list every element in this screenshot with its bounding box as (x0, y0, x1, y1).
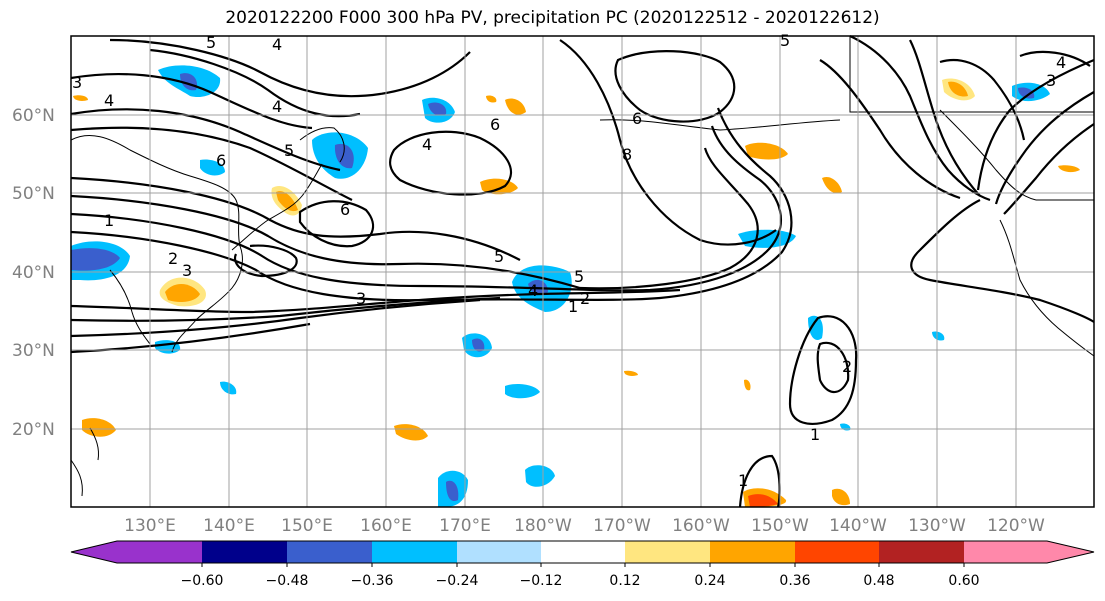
colorbar-segment (457, 541, 541, 563)
colorbar-tick-label: −0.12 (520, 573, 563, 589)
coastlines (70, 36, 1095, 497)
contour-label: 3 (356, 289, 366, 308)
colorbar-segment (287, 541, 372, 563)
colorbar-tick-label: 0.36 (779, 573, 810, 589)
contour-label: 5 (284, 141, 294, 160)
contour-label: 4 (272, 35, 282, 54)
precip-positive-shading (73, 78, 1080, 507)
lon-label: 150°W (751, 516, 809, 536)
lon-label: 140°W (829, 516, 887, 536)
colorbar-segment (879, 541, 964, 563)
colorbar-tick-label: −0.48 (266, 573, 309, 589)
lat-label: 60°N (12, 106, 55, 126)
latitude-labels: 60°N 50°N 40°N 30°N 20°N (12, 106, 55, 440)
lat-label: 30°N (12, 341, 55, 361)
lon-label: 150°E (281, 516, 333, 536)
contour-label: 4 (422, 135, 432, 154)
colorbar-segment (710, 541, 795, 563)
contour-label: 2 (168, 249, 178, 268)
lat-label: 50°N (12, 184, 55, 204)
lat-label: 40°N (12, 263, 55, 283)
pv-contours (70, 35, 1095, 508)
contour-label: 5 (574, 267, 584, 286)
contour-label: 8 (622, 145, 632, 164)
colorbar-segment (964, 541, 1047, 563)
lon-label: 170°W (593, 516, 651, 536)
colorbar-tick-label: 0.24 (694, 573, 725, 589)
colorbar-tick-label: 0.48 (863, 573, 894, 589)
colorbar-segment (1047, 541, 1094, 563)
contour-label: 4 (528, 281, 538, 300)
longitude-labels: 130°E 140°E 150°E 160°E 170°E 180°W 170°… (124, 516, 1045, 536)
lon-label: 120°W (987, 516, 1045, 536)
contour-label: 2 (842, 357, 852, 376)
colorbar-segment (795, 541, 879, 563)
contour-label: 4 (104, 91, 114, 110)
colorbar-tick-label: 0.60 (948, 573, 979, 589)
lon-label: 170°E (439, 516, 491, 536)
colorbar-segment (541, 541, 625, 563)
colorbar-tick-label: −0.36 (351, 573, 394, 589)
lon-label: 130°E (124, 516, 176, 536)
precip-negative-shading (71, 65, 1050, 507)
contour-label: 6 (490, 115, 500, 134)
colorbar-segment (71, 541, 117, 563)
contour-label: 1 (810, 425, 820, 444)
contour-label: 3 (1046, 71, 1056, 90)
contour-label: 5 (780, 31, 790, 50)
colorbar: −0.60 −0.48 −0.36 −0.24 −0.12 0.12 0.24 … (70, 540, 1095, 589)
contour-label: 4 (272, 97, 282, 116)
contour-label: 6 (340, 200, 350, 219)
colorbar-segment (117, 541, 202, 563)
contour-label: 6 (216, 151, 226, 170)
colorbar-outline (70, 540, 1095, 564)
lon-label: 160°W (672, 516, 730, 536)
colorbar-segment (202, 541, 287, 563)
graticule (71, 36, 1094, 507)
colorbar-tick-label: −0.24 (436, 573, 479, 589)
contour-label: 2 (580, 289, 590, 308)
lon-label: 140°E (203, 516, 255, 536)
colorbar-segment (625, 541, 710, 563)
lon-label: 130°W (908, 516, 966, 536)
colorbar-segment (372, 541, 457, 563)
lon-label: 180°W (514, 516, 572, 536)
contour-label: 3 (182, 261, 192, 280)
contour-label: 5 (494, 247, 504, 266)
contour-labels: 5 4 3 4 4 5 6 4 6 1 6 2 3 3 6 8 5 4 5 1 … (72, 31, 1066, 490)
contour-label: 1 (568, 297, 578, 316)
map-title: 2020122200 F000 300 hPa PV, precipitatio… (225, 8, 880, 28)
contour-label: 1 (738, 471, 748, 490)
contour-label: 5 (206, 33, 216, 52)
lon-label: 160°E (360, 516, 412, 536)
contour-label: 4 (1056, 53, 1066, 72)
contour-label: 1 (104, 211, 114, 230)
contour-label: 3 (72, 73, 82, 92)
contour-label: 6 (632, 109, 642, 128)
lat-label: 20°N (12, 420, 55, 440)
map-border (70, 35, 1095, 508)
colorbar-tick-label: −0.60 (181, 573, 224, 589)
colorbar-tick-label: 0.12 (609, 573, 640, 589)
